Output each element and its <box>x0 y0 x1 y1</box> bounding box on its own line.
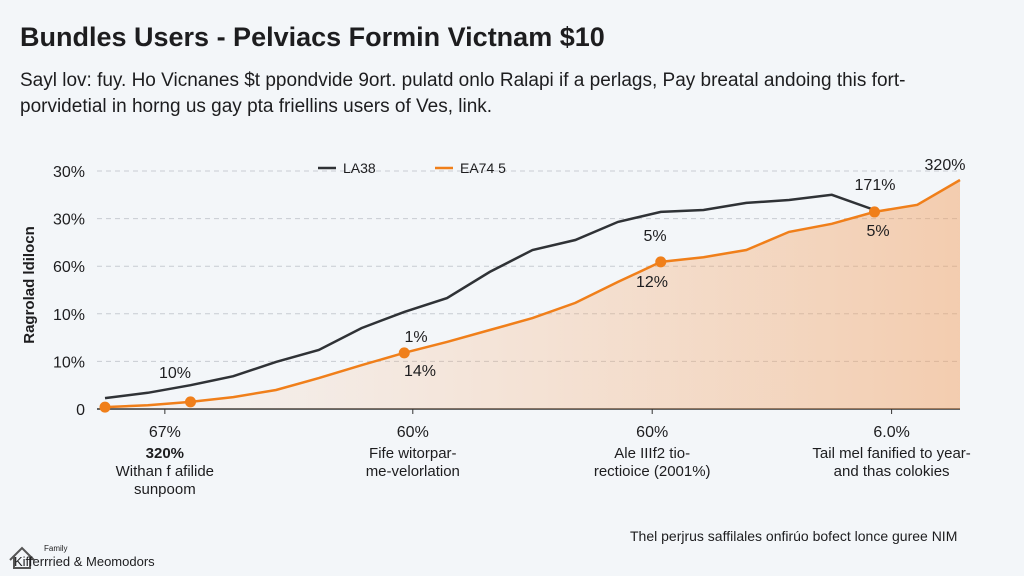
y-tick-label: 10% <box>53 354 85 371</box>
y-tick-label: 10% <box>53 307 85 324</box>
y-tick-label: 30% <box>53 164 85 181</box>
data-label: 320% <box>925 157 966 174</box>
data-label: 5% <box>643 228 666 245</box>
x-tick-sublabel: 320% <box>146 445 184 462</box>
data-label: 12% <box>636 274 668 291</box>
y-tick-label: 30% <box>53 212 85 229</box>
logo: Family Kifferrried & Meomodors <box>9 544 155 569</box>
data-label: 14% <box>404 363 436 380</box>
data-label: 5% <box>866 223 889 240</box>
chart-title: Bundles Users - Pelviacs Formin Victnam … <box>20 22 605 52</box>
subtitle: porvidetial in horng us gay pta friellin… <box>20 96 492 117</box>
x-tick-label: 6.0% <box>873 424 909 441</box>
y-axis-label: Ragrolad ldilocn <box>21 226 38 344</box>
logo-text: Kifferrried & Meomodors <box>14 554 155 569</box>
logo-icon <box>9 546 35 569</box>
x-tick-label: 60% <box>397 424 429 441</box>
data-label: 1% <box>404 329 427 346</box>
x-tick-sublabel: Ale IIIf2 tio- <box>614 445 690 462</box>
logo-small: Family <box>44 544 68 553</box>
legend-label: EA74 5 <box>460 160 506 176</box>
x-tick-sublabel: Withan f afilide <box>116 463 214 480</box>
area <box>105 180 960 409</box>
point <box>655 256 667 268</box>
legend-label: LA38 <box>343 160 376 176</box>
x-tick-sublabel: me-velorlation <box>366 463 460 480</box>
point <box>185 396 196 408</box>
point <box>869 206 880 218</box>
data-label: 10% <box>159 365 191 382</box>
subtitle: Sayl lov: fuy. Ho Vicnanes $t ppondvide … <box>20 70 905 91</box>
x-tick-sublabel: Tail mel fanified to year- <box>812 445 970 462</box>
data-label: 171% <box>855 177 896 194</box>
y-tick-label: 60% <box>53 259 85 276</box>
point <box>398 347 410 359</box>
point <box>99 401 111 413</box>
y-tick-label: 0 <box>76 402 85 419</box>
x-tick-sublabel: and thas colokies <box>834 463 950 480</box>
footer: Thel perjrus saffilales onfirúo bofect l… <box>630 528 957 544</box>
line <box>104 193 875 400</box>
x-tick-sublabel: rectioice (2001%) <box>594 463 711 480</box>
line <box>104 178 961 409</box>
x-tick-sublabel: sunpoom <box>134 481 196 498</box>
x-tick-sublabel: Fife witorpar- <box>369 445 457 462</box>
x-tick-label: 60% <box>636 424 668 441</box>
x-tick-label: 67% <box>149 424 181 441</box>
